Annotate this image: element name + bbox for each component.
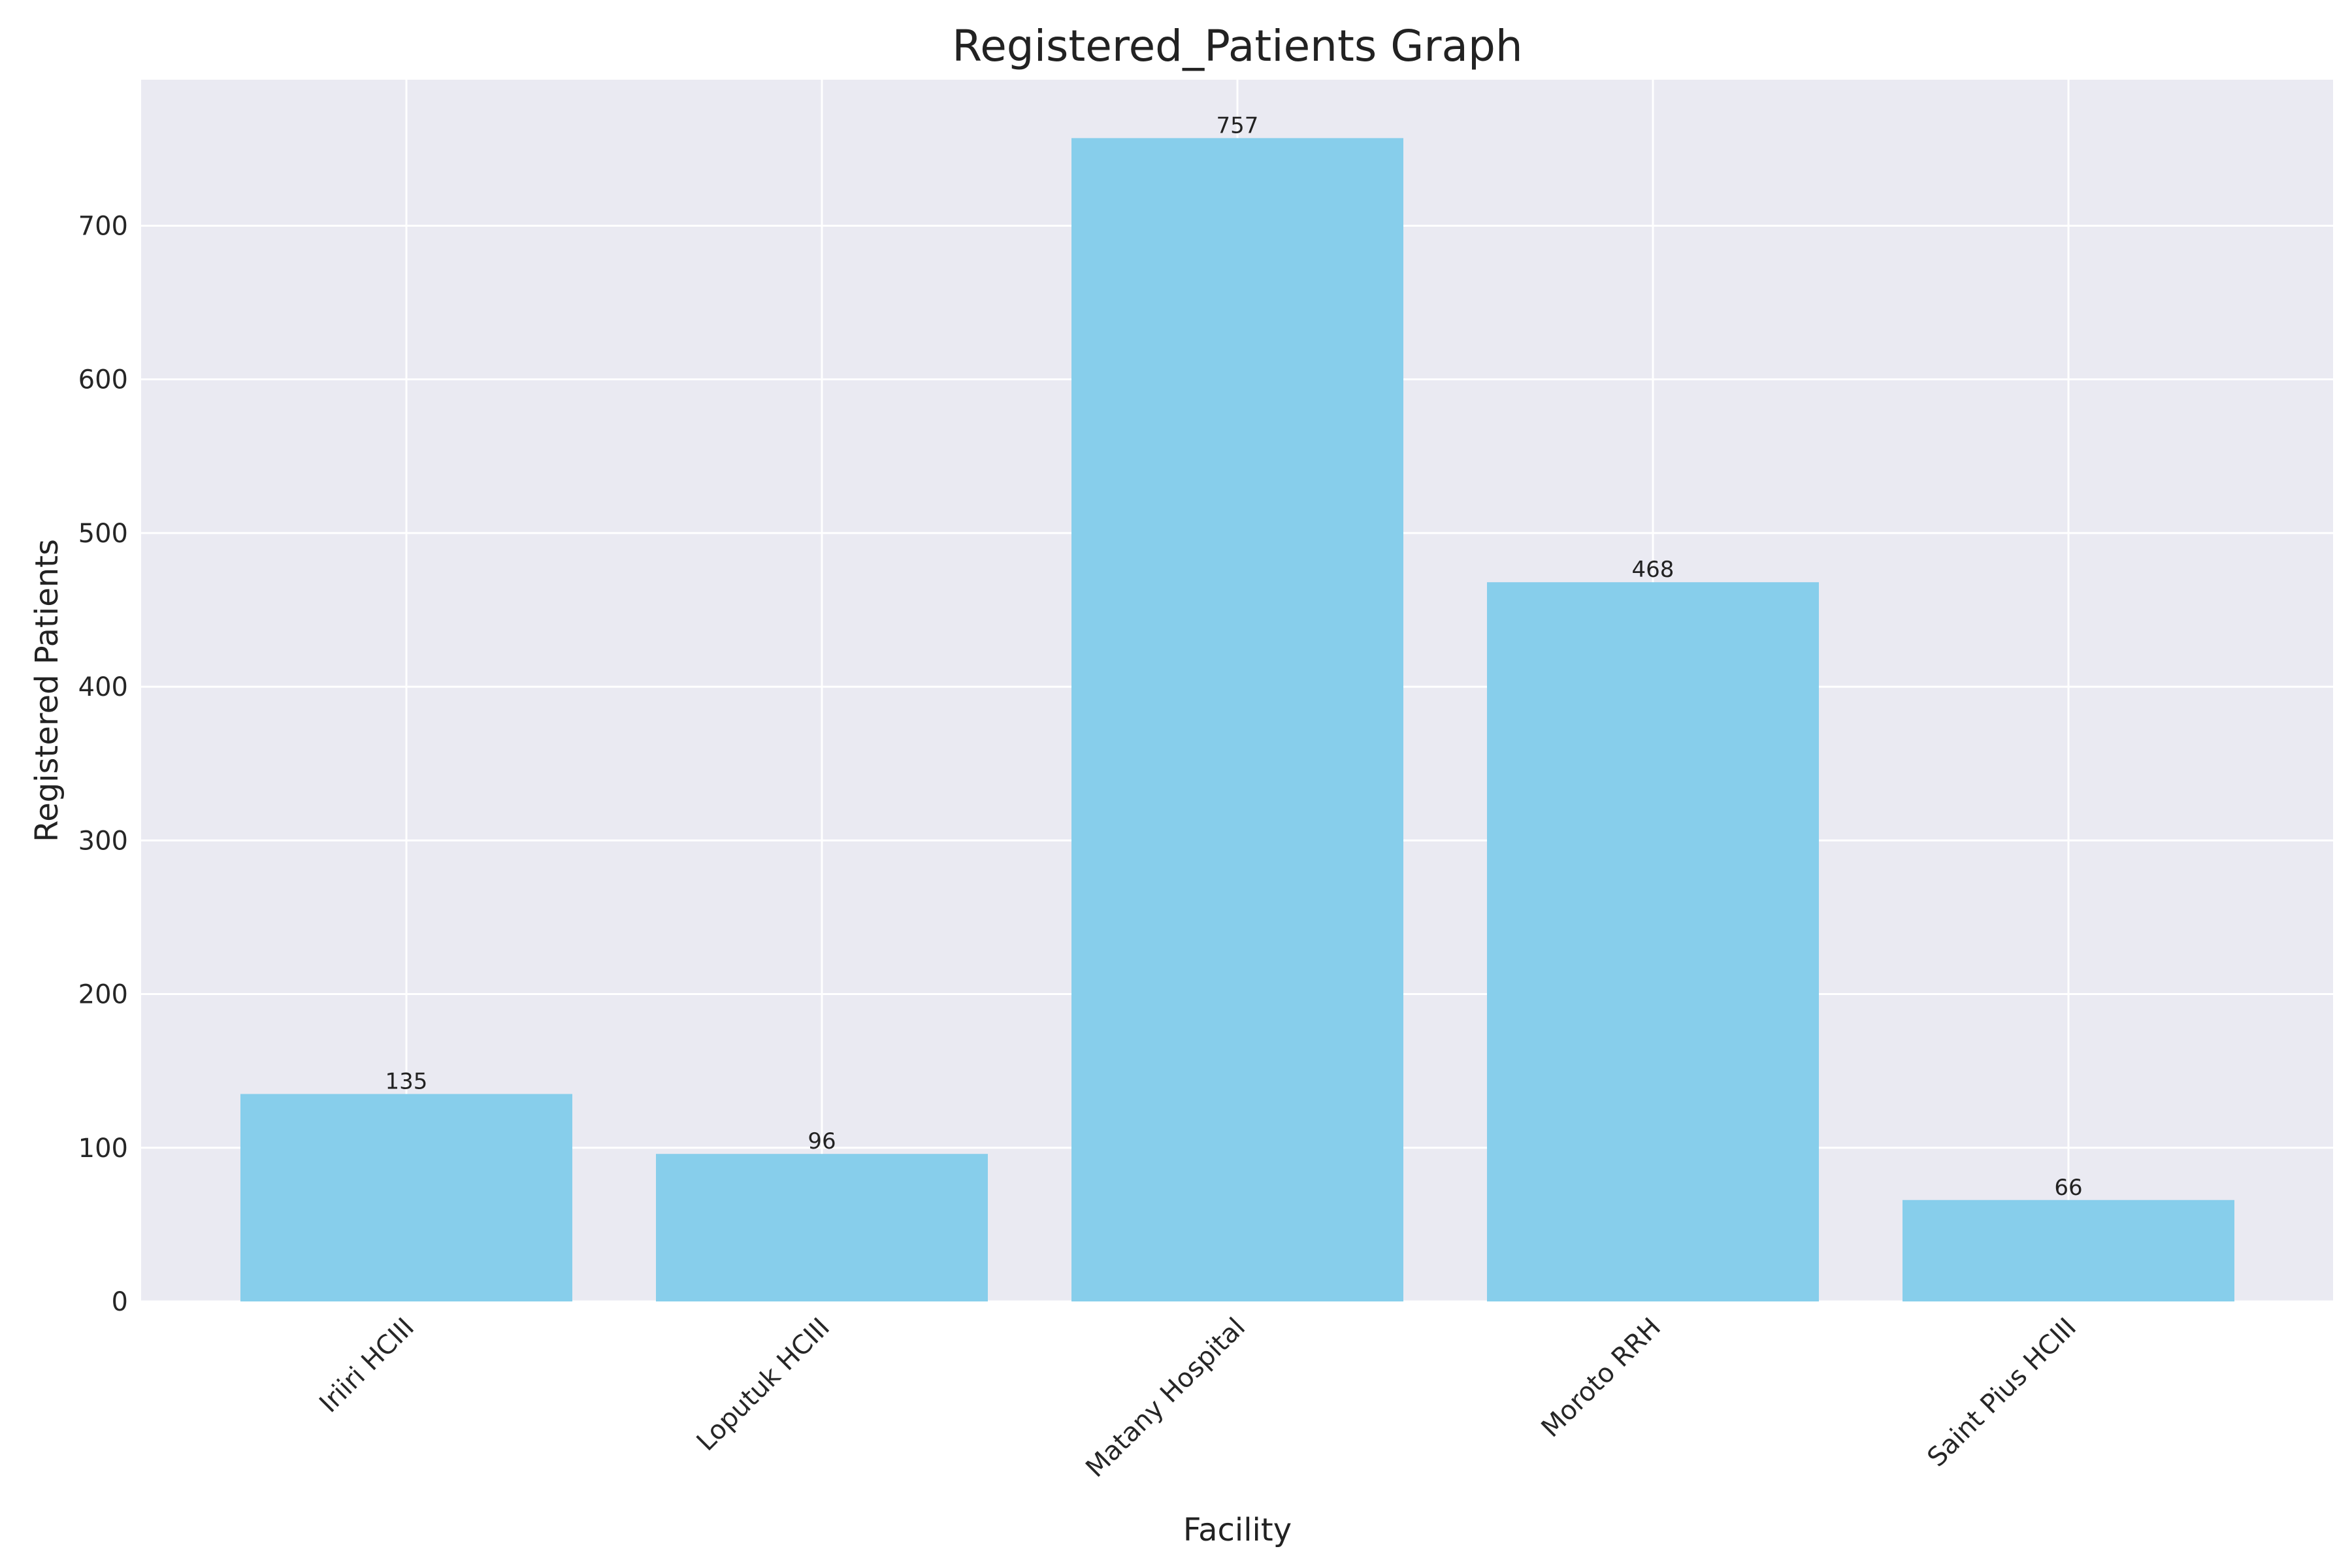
y-tick-label: 600 [78,365,128,395]
bar [656,1154,988,1301]
bar [1903,1200,2234,1301]
bar-value-label: 135 [385,1068,428,1094]
bar [240,1094,572,1301]
y-tick-label: 400 [78,672,128,702]
bar-value-label: 468 [1632,557,1674,583]
x-axis-label: Facility [1183,1512,1292,1548]
y-tick-label: 300 [78,826,128,856]
bars: 135 96 757 468 66 [240,112,2234,1301]
y-tick-label: 200 [78,980,128,1010]
y-axis-label: Registered Patients [29,539,65,842]
chart-title: Registered_Patients Graph [952,21,1522,71]
bar [1487,582,1819,1301]
y-tick-label: 700 [78,211,128,241]
y-tick-label: 500 [78,519,128,549]
bar [1071,138,1403,1301]
bar-value-label: 757 [1217,112,1259,139]
bar-value-label: 66 [2054,1175,2082,1201]
bar-value-label: 96 [808,1128,836,1154]
y-tick-label: 0 [112,1287,128,1317]
y-tick-label: 100 [78,1134,128,1164]
